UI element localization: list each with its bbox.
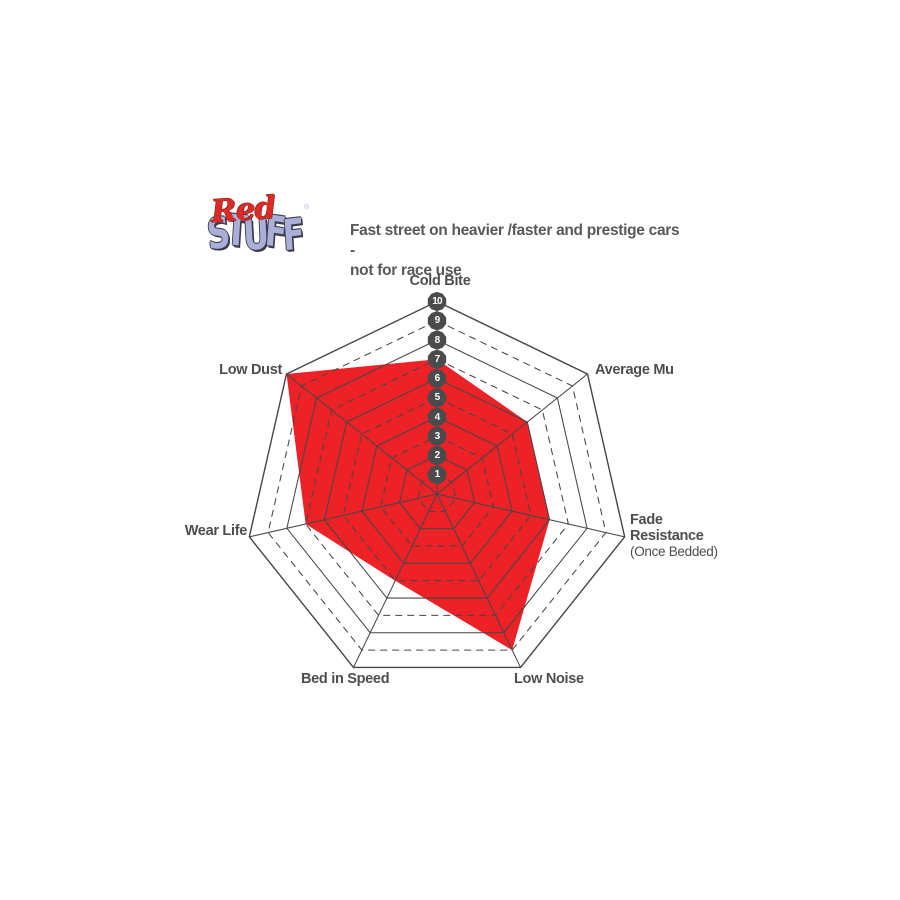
axis-label-text: Cold Bite	[409, 273, 471, 289]
axis-label-cold-bite: Cold Bite	[410, 273, 471, 289]
product-subtitle: Fast street on heavier /faster and prest…	[350, 221, 680, 281]
logo-red-word: Red	[209, 189, 277, 231]
scale-badge-2: 2	[427, 445, 447, 466]
radar-spoke-1	[436, 373, 588, 495]
radar-ring-3	[380, 435, 494, 547]
scale-badge-4: 4	[427, 407, 447, 427]
scale-badge-8: 8	[427, 330, 447, 350]
axis-label-wear-life: Wear Life	[184, 523, 248, 539]
scale-badge-3: 3	[427, 426, 447, 446]
subtitle-line-2: not for race use	[350, 262, 462, 279]
radar-ring-8	[286, 339, 588, 634]
radar-spoke-4	[353, 493, 438, 668]
scale-badge-1: 1	[427, 465, 447, 485]
radar-spoke-3	[436, 493, 521, 668]
radar-ring-9	[267, 320, 607, 651]
scale-badge-7: 7	[427, 349, 447, 369]
radar-ring-4	[361, 416, 513, 564]
axis-label-text: Bed in Speed	[301, 671, 390, 687]
radar-ring-10	[248, 300, 626, 669]
radar-spoke-5	[249, 493, 438, 538]
registered-trademark-icon: ®	[304, 204, 310, 211]
scale-badge-5: 5	[427, 388, 447, 408]
axis-sublabel: (Once Bedded)	[630, 544, 718, 559]
axis-label-text: Low Noise	[514, 671, 584, 687]
logo-stuff-letter: F	[281, 209, 303, 261]
axis-label-text: Wear Life	[184, 523, 248, 539]
axis-label-text: Average Mu	[595, 362, 674, 378]
axis-label-low-noise: Low Noise	[514, 671, 584, 687]
radar-ring-7	[305, 358, 569, 616]
axis-label-low-dust: Low Dust	[219, 362, 282, 378]
axis-label-text: Low Dust	[219, 362, 282, 378]
subtitle-line-1: Fast street on heavier /faster and prest…	[350, 222, 680, 259]
axis-label-fade-resistance: Fade Resistance (Once Bedded)	[630, 512, 718, 560]
radar-data-polygon	[286, 359, 550, 651]
radar-ring-2	[398, 454, 476, 530]
scale-badge-10: 10	[427, 291, 447, 312]
radar-ring-1	[417, 474, 457, 512]
scale-badge-9: 9	[427, 311, 447, 331]
radar-ring-5	[342, 397, 532, 582]
radar-spoke-2	[436, 493, 625, 538]
redstuff-logo: Red STUFF ®	[205, 189, 320, 274]
scale-badge-6: 6	[427, 368, 447, 389]
axis-label-bed-in-speed: Bed in Speed	[301, 671, 390, 687]
axis-label-text: Fade Resistance	[630, 512, 704, 544]
radar-spoke-6	[286, 373, 438, 495]
axis-label-average-mu: Average Mu	[595, 362, 674, 378]
radar-ring-6	[323, 377, 551, 599]
